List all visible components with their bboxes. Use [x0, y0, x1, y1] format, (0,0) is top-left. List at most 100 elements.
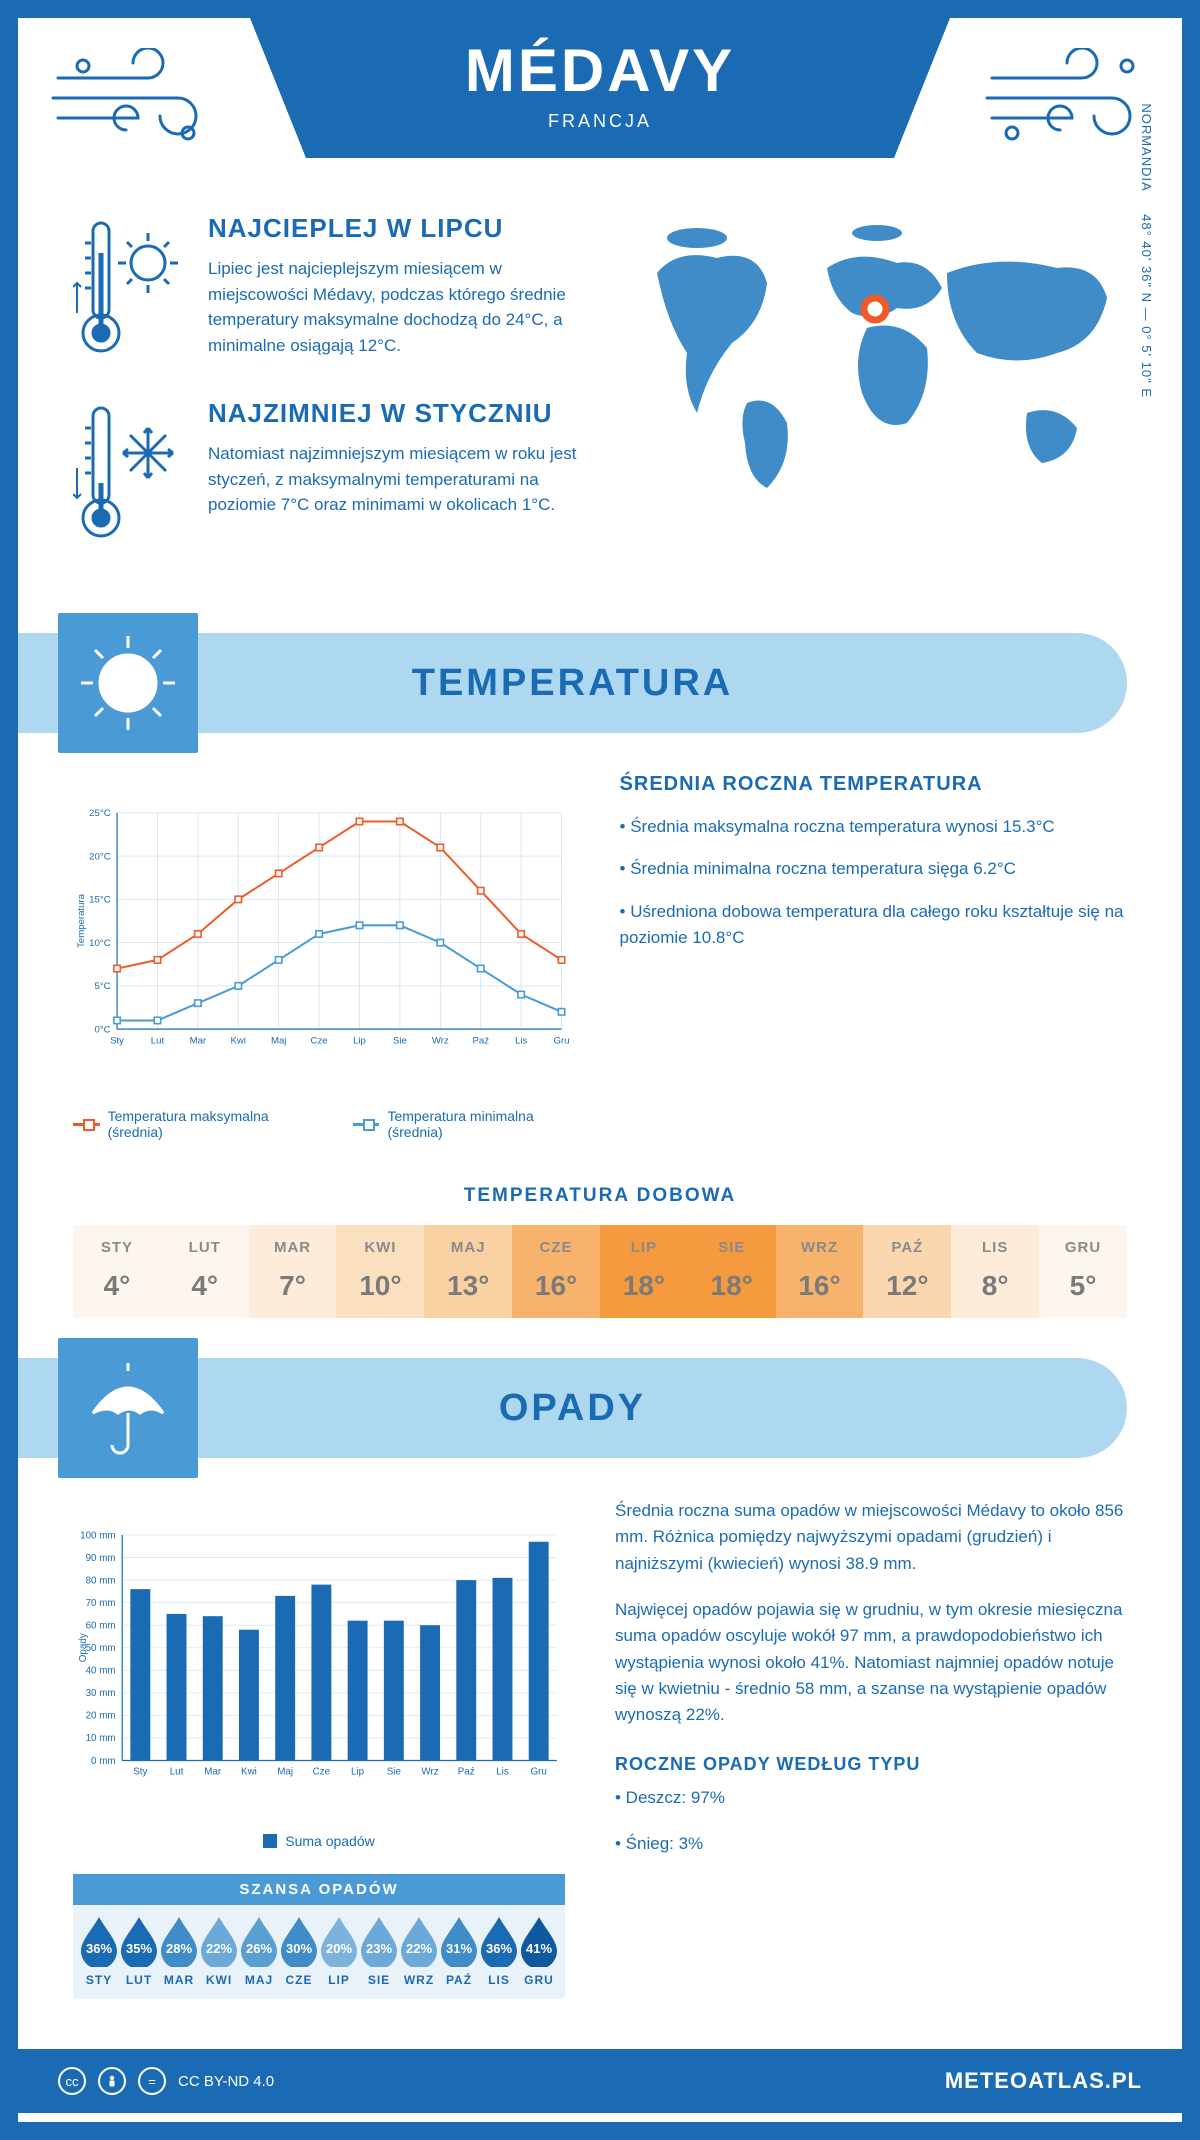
nd-icon: = — [138, 2067, 166, 2095]
svg-text:100 mm: 100 mm — [80, 1530, 116, 1541]
world-map: NORMANDIA 48° 40' 36" N — 0° 5' 10" E — [627, 213, 1127, 583]
svg-text:80 mm: 80 mm — [86, 1575, 116, 1586]
daily-cell: GRU5° — [1039, 1225, 1127, 1318]
svg-text:36%: 36% — [86, 1941, 112, 1956]
svg-text:0°C: 0°C — [95, 1024, 111, 1035]
svg-text:Gru: Gru — [554, 1036, 570, 1047]
warmest-title: NAJCIEPLEJ W LIPCU — [208, 213, 587, 244]
daily-cell: KWI10° — [336, 1225, 424, 1318]
wind-decoration-right — [982, 48, 1152, 148]
svg-text:Cze: Cze — [311, 1036, 328, 1047]
title-ribbon: MÉDAVY FRANCJA — [250, 18, 950, 158]
svg-text:Kwi: Kwi — [241, 1766, 257, 1777]
svg-text:Maj: Maj — [271, 1036, 286, 1047]
svg-text:Wrz: Wrz — [421, 1766, 438, 1777]
chance-cell: 26% MAJ — [239, 1915, 279, 1987]
by-icon — [98, 2067, 126, 2095]
chance-row: 36% STY 35% LUT 28% MAR — [73, 1905, 565, 1987]
svg-text:0 mm: 0 mm — [91, 1756, 116, 1767]
precipitation-summary: Średnia roczna suma opadów w miejscowośc… — [615, 1498, 1127, 1999]
wind-icon — [982, 48, 1152, 148]
svg-text:30 mm: 30 mm — [86, 1688, 116, 1699]
chance-cell: 31% PAŹ — [439, 1915, 479, 1987]
svg-text:Lut: Lut — [170, 1766, 184, 1777]
wind-icon — [48, 48, 218, 148]
svg-text:40 mm: 40 mm — [86, 1666, 116, 1677]
chance-title: SZANSA OPADÓW — [73, 1874, 565, 1905]
temperature-chart: 0°C5°C10°C15°C20°C25°CStyLutMarKwiMajCze… — [73, 773, 570, 1140]
temp-summary-title: ŚREDNIA ROCZNA TEMPERATURA — [620, 773, 1127, 796]
daily-cell: WRZ16° — [776, 1225, 864, 1318]
coldest-text: Natomiast najzimniejszym miesiącem w rok… — [208, 441, 587, 518]
svg-text:23%: 23% — [366, 1941, 392, 1956]
temperature-legend: Temperatura maksymalna (średnia) Tempera… — [73, 1108, 570, 1140]
daily-cell: PAŹ12° — [863, 1225, 951, 1318]
chance-cell: 41% GRU — [519, 1915, 559, 1987]
precip-type-snow: • Śnieg: 3% — [615, 1831, 1127, 1857]
daily-cell: MAJ13° — [424, 1225, 512, 1318]
svg-text:5°C: 5°C — [95, 981, 111, 992]
precip-type-rain: • Deszcz: 97% — [615, 1785, 1127, 1811]
daily-cell: LIP18° — [600, 1225, 688, 1318]
sun-icon — [73, 628, 183, 738]
svg-text:22%: 22% — [406, 1941, 432, 1956]
temp-summary-line: • Średnia minimalna roczna temperatura s… — [620, 856, 1127, 882]
svg-text:Mar: Mar — [190, 1036, 207, 1047]
warmest-block: NAJCIEPLEJ W LIPCU Lipiec jest najcieple… — [73, 213, 587, 368]
warmest-content: NAJCIEPLEJ W LIPCU Lipiec jest najcieple… — [208, 213, 587, 368]
cc-icon: cc — [58, 2067, 86, 2095]
precip-type-title: ROCZNE OPADY WEDŁUG TYPU — [615, 1754, 1127, 1775]
precip-para1: Średnia roczna suma opadów w miejscowośc… — [615, 1498, 1127, 1577]
svg-text:Lis: Lis — [496, 1766, 509, 1777]
daily-temp-strip: STY4°LUT4°MAR7°KWI10°MAJ13°CZE16°LIP18°S… — [73, 1225, 1127, 1318]
svg-text:60 mm: 60 mm — [86, 1620, 116, 1631]
daily-cell: CZE16° — [512, 1225, 600, 1318]
coldest-content: NAJZIMNIEJ W STYCZNIU Natomiast najzimni… — [208, 398, 587, 553]
chance-cell: 35% LUT — [119, 1915, 159, 1987]
daily-cell: SIE18° — [688, 1225, 776, 1318]
svg-text:Paź: Paź — [472, 1036, 489, 1047]
chance-cell: 22% WRZ — [399, 1915, 439, 1987]
chance-cell: 20% LIP — [319, 1915, 359, 1987]
chance-cell: 28% MAR — [159, 1915, 199, 1987]
precipitation-chart: 0 mm10 mm20 mm30 mm40 mm50 mm60 mm70 mm8… — [73, 1498, 565, 1999]
daily-cell: STY4° — [73, 1225, 161, 1318]
license-block: cc = CC BY-ND 4.0 — [58, 2067, 274, 2095]
temp-summary-line: • Średnia maksymalna roczna temperatura … — [620, 814, 1127, 840]
location-title: MÉDAVY — [250, 36, 950, 105]
svg-text:30%: 30% — [286, 1941, 312, 1956]
intro-section: NAJCIEPLEJ W LIPCU Lipiec jest najcieple… — [18, 193, 1182, 613]
thermometer-sun-icon — [73, 213, 183, 368]
legend-max: Temperatura maksymalna (średnia) — [73, 1108, 303, 1140]
svg-text:70 mm: 70 mm — [86, 1598, 116, 1609]
region-label: NORMANDIA — [1140, 103, 1155, 191]
svg-text:31%: 31% — [446, 1941, 472, 1956]
svg-text:Paź: Paź — [458, 1766, 475, 1777]
svg-text:10 mm: 10 mm — [86, 1733, 116, 1744]
coldest-block: NAJZIMNIEJ W STYCZNIU Natomiast najzimni… — [73, 398, 587, 553]
umbrella-icon — [73, 1353, 183, 1463]
intro-text-column: NAJCIEPLEJ W LIPCU Lipiec jest najcieple… — [73, 213, 587, 583]
svg-text:10°C: 10°C — [89, 938, 111, 949]
header: MÉDAVY FRANCJA — [18, 18, 1182, 193]
svg-text:Wrz: Wrz — [432, 1036, 449, 1047]
footer: cc = CC BY-ND 4.0 METEOATLAS.PL — [18, 2049, 1182, 2113]
svg-text:41%: 41% — [526, 1941, 552, 1956]
daily-cell: LIS8° — [951, 1225, 1039, 1318]
svg-text:28%: 28% — [166, 1941, 192, 1956]
legend-sum: Suma opadów — [263, 1833, 375, 1849]
temperature-title: TEMPERATURA — [412, 662, 734, 705]
daily-cell: LUT4° — [161, 1225, 249, 1318]
svg-text:Opady: Opady — [78, 1633, 89, 1662]
svg-text:26%: 26% — [246, 1941, 272, 1956]
temperature-line-chart: 0°C5°C10°C15°C20°C25°CStyLutMarKwiMajCze… — [73, 773, 570, 1093]
site-name: METEOATLAS.PL — [945, 2068, 1142, 2094]
chance-cell: 36% LIS — [479, 1915, 519, 1987]
svg-text:Maj: Maj — [277, 1766, 293, 1777]
temperature-row: 0°C5°C10°C15°C20°C25°CStyLutMarKwiMajCze… — [18, 763, 1182, 1160]
svg-text:22%: 22% — [206, 1941, 232, 1956]
svg-text:Sie: Sie — [393, 1036, 407, 1047]
precipitation-legend: Suma opadów — [73, 1833, 565, 1849]
svg-text:20 mm: 20 mm — [86, 1711, 116, 1722]
temp-summary-line: • Uśredniona dobowa temperatura dla całe… — [620, 899, 1127, 952]
